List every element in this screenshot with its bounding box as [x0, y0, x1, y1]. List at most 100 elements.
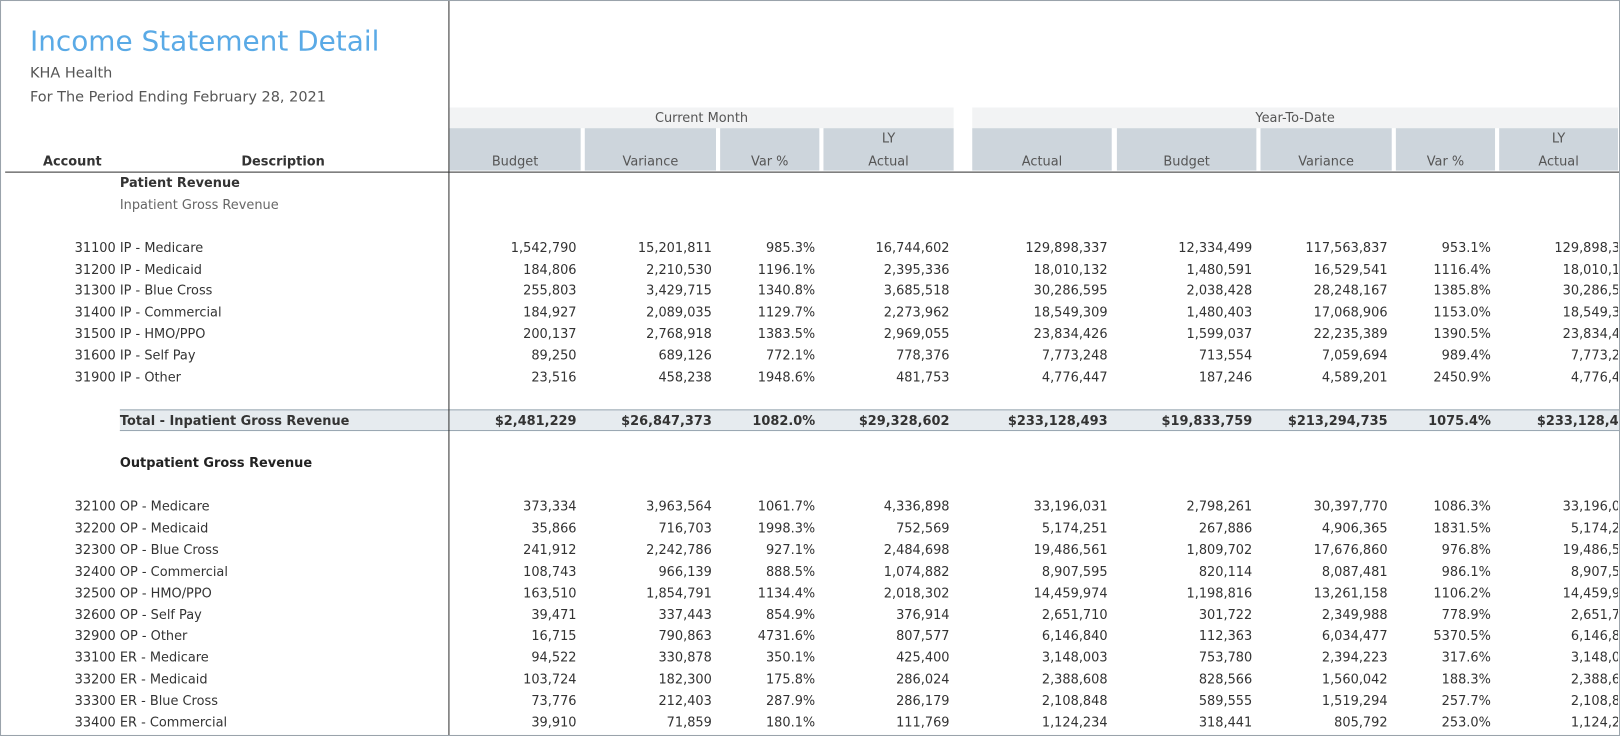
pane-divider	[448, 1, 450, 735]
section-title: Inpatient Gross Revenue	[119, 196, 279, 212]
value-cell: 3,963,564	[646, 498, 712, 514]
account-number: 33100	[74, 649, 116, 666]
value-cell: 7,773,248	[1570, 347, 1618, 363]
value-cell: 2,273,962	[883, 304, 950, 320]
column-header: Budget	[491, 152, 539, 169]
value-cell: 187,246	[1198, 368, 1253, 385]
value-cell: 5,174,251	[1570, 520, 1618, 536]
value-cell: 689,126	[658, 347, 712, 363]
column-header-cell	[823, 128, 954, 171]
value-cell: $26,847,373	[621, 412, 712, 428]
value-cell: 18,010,132	[1033, 261, 1108, 277]
value-cell: 790,863	[658, 627, 712, 644]
value-cell: 117,563,837	[1305, 239, 1388, 255]
value-cell: 188.3%	[1441, 671, 1491, 687]
value-cell: 1134.4%	[757, 584, 816, 601]
value-cell: 16,529,541	[1313, 261, 1388, 277]
value-cell: 2,108,848	[1041, 692, 1108, 709]
column-group-label: Current Month	[654, 109, 749, 126]
column-group-band	[972, 107, 1618, 129]
company-name: KHA Health	[29, 65, 113, 82]
value-cell: 8,907,595	[1570, 563, 1618, 579]
account-description: OP - Medicaid	[119, 520, 209, 536]
value-cell: 2,651,710	[1570, 606, 1618, 622]
value-cell: 1116.4%	[1433, 261, 1491, 277]
value-cell: 807,577	[896, 627, 950, 644]
value-cell: 1383.5%	[757, 325, 816, 342]
value-cell: 18,010,132	[1562, 261, 1618, 277]
value-cell: 286,179	[896, 692, 950, 709]
value-cell: 18,549,309	[1562, 304, 1618, 320]
section-title: Outpatient Gross Revenue	[119, 455, 313, 471]
value-cell: 1106.2%	[1433, 584, 1491, 601]
section-heading: Patient Revenue	[119, 174, 240, 191]
value-cell: 89,250	[531, 347, 577, 363]
value-cell: 33,196,031	[1033, 498, 1108, 514]
value-cell: 4,336,898	[883, 498, 950, 514]
value-cell: 253.0%	[1441, 714, 1491, 730]
value-cell: 175.8%	[765, 671, 816, 687]
account-number: 31300	[74, 282, 116, 299]
value-cell: 1,560,042	[1321, 671, 1388, 687]
value-cell: 805,792	[1334, 714, 1388, 730]
value-cell: 1,599,037	[1186, 325, 1253, 342]
value-cell: 30,397,770	[1313, 498, 1388, 514]
column-header: Var %	[751, 152, 789, 169]
value-cell: 2,089,035	[646, 304, 712, 320]
value-cell: 241,912	[523, 541, 577, 558]
value-cell: 5,174,251	[1041, 520, 1108, 536]
value-cell: 112,363	[1198, 627, 1253, 644]
value-cell: 23,834,426	[1033, 325, 1108, 342]
value-cell: 287.9%	[765, 692, 816, 709]
value-cell: 778.9%	[1441, 606, 1491, 622]
value-cell: 2,018,302	[883, 584, 950, 601]
value-cell: 4731.6%	[757, 627, 816, 644]
value-cell: 828,566	[1198, 671, 1253, 687]
account-number: 33300	[74, 692, 116, 709]
value-cell: 976.8%	[1441, 541, 1491, 558]
value-cell: 2,108,848	[1570, 692, 1618, 709]
value-cell: 71,859	[666, 714, 712, 730]
value-cell: 966,139	[658, 563, 712, 579]
value-cell: 425,400	[896, 649, 950, 666]
account-number: 31400	[74, 304, 116, 320]
value-cell: 2,210,530	[646, 261, 712, 277]
value-cell: $233,128,493	[1536, 412, 1618, 428]
column-header: Actual	[1021, 152, 1063, 169]
value-cell: 257.7%	[1441, 692, 1491, 709]
value-cell: 1,124,234	[1570, 714, 1618, 730]
value-cell: 17,676,860	[1313, 541, 1388, 558]
value-cell: 5370.5%	[1433, 627, 1491, 644]
value-cell: $2,481,229	[494, 412, 577, 428]
account-number: 32900	[74, 627, 116, 644]
value-cell: 330,878	[658, 649, 712, 666]
value-cell: 1075.4%	[1428, 412, 1491, 428]
value-cell: 1,198,816	[1186, 584, 1253, 601]
value-cell: 4,589,201	[1321, 368, 1388, 385]
account-description: IP - Medicaid	[119, 261, 203, 277]
column-header-top: LY	[1551, 130, 1566, 146]
value-cell: 73,776	[531, 692, 577, 709]
value-cell: 4,776,447	[1041, 368, 1108, 385]
value-cell: 286,024	[896, 671, 950, 687]
account-description: ER - Medicare	[119, 649, 209, 666]
account-number: 33200	[74, 671, 116, 687]
value-cell: 6,146,840	[1570, 627, 1618, 644]
value-cell: 778,376	[896, 347, 950, 363]
value-cell: 1,519,294	[1321, 692, 1388, 709]
value-cell: 1153.0%	[1433, 304, 1491, 320]
value-cell: 1998.3%	[757, 520, 816, 536]
value-cell: 752,569	[896, 520, 950, 536]
value-cell: 30,286,595	[1562, 282, 1618, 299]
value-cell: 14,459,974	[1033, 584, 1108, 601]
value-cell: 163,510	[523, 584, 577, 601]
value-cell: 6,146,840	[1041, 627, 1108, 644]
value-cell: 927.1%	[765, 541, 816, 558]
column-header-cell	[720, 128, 820, 171]
value-cell: 350.1%	[765, 649, 816, 666]
value-cell: 129,898,337	[1554, 239, 1618, 255]
account-description: IP - Commercial	[119, 304, 222, 320]
column-header-cell	[584, 128, 717, 171]
